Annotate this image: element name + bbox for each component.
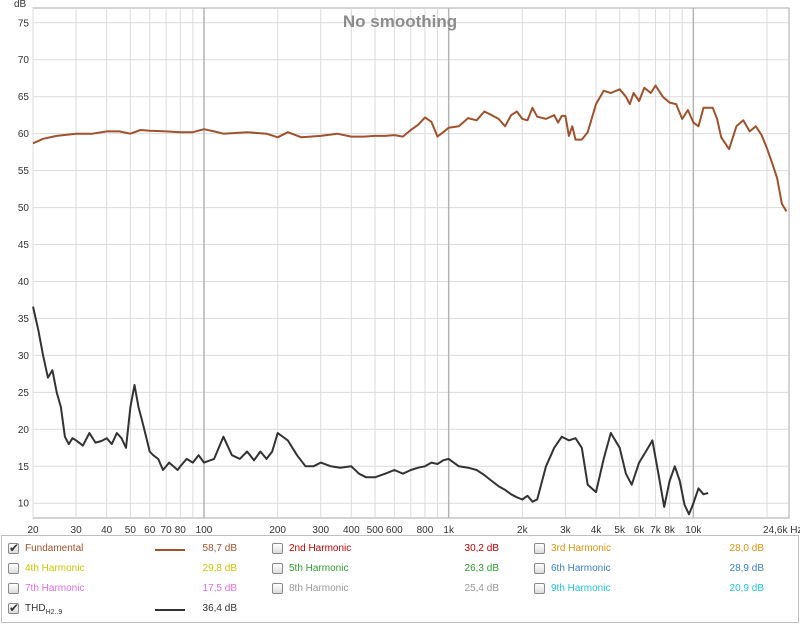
y-tick-label: 10	[18, 499, 30, 510]
legend-item-fundamental: ✔ Fundamental 58,7 dB	[8, 541, 268, 560]
chart-title: No smoothing	[343, 12, 457, 31]
legend-value: 36,4 dB	[202, 603, 237, 614]
y-tick-label: 25	[18, 388, 30, 399]
x-tick-label: 7k	[650, 525, 662, 536]
series-line-thd-h2-9	[32, 306, 709, 516]
legend-value: 58,7 dB	[202, 543, 237, 554]
y-tick-label: 30	[18, 351, 30, 362]
x-tick-label: 1k	[443, 525, 455, 536]
checkmark-icon: ✔	[9, 601, 20, 615]
legend-value: 25,4 dB	[464, 583, 499, 594]
y-tick-label: 70	[18, 55, 30, 66]
legend-checkbox[interactable]	[272, 583, 283, 594]
legend-label: 4th Harmonic	[25, 563, 85, 574]
legend-label: 5th Harmonic	[289, 563, 349, 574]
legend-label: THDH2..9	[25, 603, 63, 616]
x-tick-label: 5k	[614, 525, 626, 536]
y-tick-label: 15	[18, 462, 30, 473]
y-tick-label: 55	[18, 166, 30, 177]
chart-svg: 10 15 20 25 30 35 40 45 50 55 60 65 70 75 20 30 40 50 60 70…	[14, 0, 800, 536]
checkmark-icon: ✔	[9, 541, 20, 555]
x-tick-label: 800	[417, 525, 434, 536]
y-tick-label: 40	[18, 277, 30, 288]
y-tick-label: 65	[18, 92, 30, 103]
legend-item-5th-harmonic: 5th Harmonic 26,3 dB	[272, 562, 532, 580]
x-tick-label: 8k	[664, 525, 676, 536]
x-tick-label: 6k	[634, 525, 646, 536]
legend-swatch	[155, 609, 185, 611]
legend-item-2nd-harmonic: 2nd Harmonic 30,2 dB	[272, 542, 532, 560]
legend-item-8th-harmonic: 8th Harmonic 25,4 dB	[272, 582, 532, 600]
x-tick-label: 70	[161, 525, 173, 536]
y-tick-label: 50	[18, 203, 30, 214]
y-tick-label: 35	[18, 314, 30, 325]
x-tick-label: 300	[312, 525, 329, 536]
legend-item-9th-harmonic: 9th Harmonic 20,9 dB	[534, 582, 794, 600]
x-tick-label: 20	[27, 525, 39, 536]
legend-label: 6th Harmonic	[551, 563, 611, 574]
legend-checkbox[interactable]: ✔	[8, 601, 20, 615]
legend-item-6th-harmonic: 6th Harmonic 28,9 dB	[534, 562, 794, 580]
x-tick-label: 24,6k Hz	[763, 525, 800, 536]
legend-label: 9th Harmonic	[551, 583, 611, 594]
legend-item-3rd-harmonic: 3rd Harmonic 28,0 dB	[534, 542, 794, 560]
y-tick-label: 75	[18, 18, 30, 29]
x-tick-label: 30	[71, 525, 83, 536]
legend-value: 30,2 dB	[464, 543, 499, 554]
legend-value: 17,5 dB	[202, 583, 237, 594]
x-tick-label: 10k	[685, 525, 702, 536]
y-axis-unit-label: dB	[14, 0, 27, 10]
legend-value: 26,3 dB	[464, 563, 499, 574]
y-tick-label: 45	[18, 240, 30, 251]
legend-value: 28,0 dB	[729, 543, 764, 554]
x-tick-label: 200	[269, 525, 286, 536]
legend-label: 8th Harmonic	[289, 583, 349, 594]
legend-checkbox[interactable]	[534, 543, 545, 554]
legend-checkbox[interactable]: ✔	[8, 541, 20, 555]
legend-item-thd: ✔ THDH2..9 36,4 dB	[8, 601, 268, 620]
legend-item-7th-harmonic: 7th Harmonic 17,5 dB	[8, 582, 268, 600]
x-tick-label: 60	[144, 525, 156, 536]
x-tick-label: 50	[125, 525, 137, 536]
y-tick-label: 20	[18, 425, 30, 436]
legend-checkbox[interactable]	[272, 543, 283, 554]
legend-panel: ✔ Fundamental 58,7 dB 2nd Harmonic 30,2 dB 3r…	[1, 535, 799, 623]
legend-label: 2nd Harmonic	[289, 543, 352, 554]
legend-checkbox[interactable]	[534, 563, 545, 574]
x-tick-label: 40	[101, 525, 113, 536]
x-tick-label: 500	[367, 525, 384, 536]
legend-value: 20,9 dB	[729, 583, 764, 594]
x-tick-label: 80	[175, 525, 187, 536]
chart-plot-area: 10 15 20 25 30 35 40 45 50 55 60 65 70 75 20 30 40 50 60 70…	[14, 0, 800, 536]
legend-checkbox[interactable]	[534, 583, 545, 594]
x-tick-label: 3k	[560, 525, 572, 536]
legend-value: 29,8 dB	[202, 563, 237, 574]
series-line-fundamental	[32, 84, 788, 212]
legend-checkbox[interactable]	[8, 583, 19, 594]
legend-label: 7th Harmonic	[25, 583, 85, 594]
y-tick-label: 60	[18, 129, 30, 140]
legend-swatch	[155, 549, 185, 551]
legend-value: 28,9 dB	[729, 563, 764, 574]
x-tick-label: 400	[343, 525, 360, 536]
x-tick-label: 4k	[591, 525, 603, 536]
x-tick-label: 600	[386, 525, 403, 536]
legend-label: Fundamental	[25, 543, 84, 554]
x-tick-label: 2k	[517, 525, 529, 536]
legend-label: 3rd Harmonic	[551, 543, 612, 554]
legend-label-subscript: H2..9	[45, 609, 63, 616]
legend-checkbox[interactable]	[8, 563, 19, 574]
x-tick-label: 100	[196, 525, 213, 536]
legend-item-4th-harmonic: 4th Harmonic 29,8 dB	[8, 562, 268, 580]
legend-checkbox[interactable]	[272, 563, 283, 574]
